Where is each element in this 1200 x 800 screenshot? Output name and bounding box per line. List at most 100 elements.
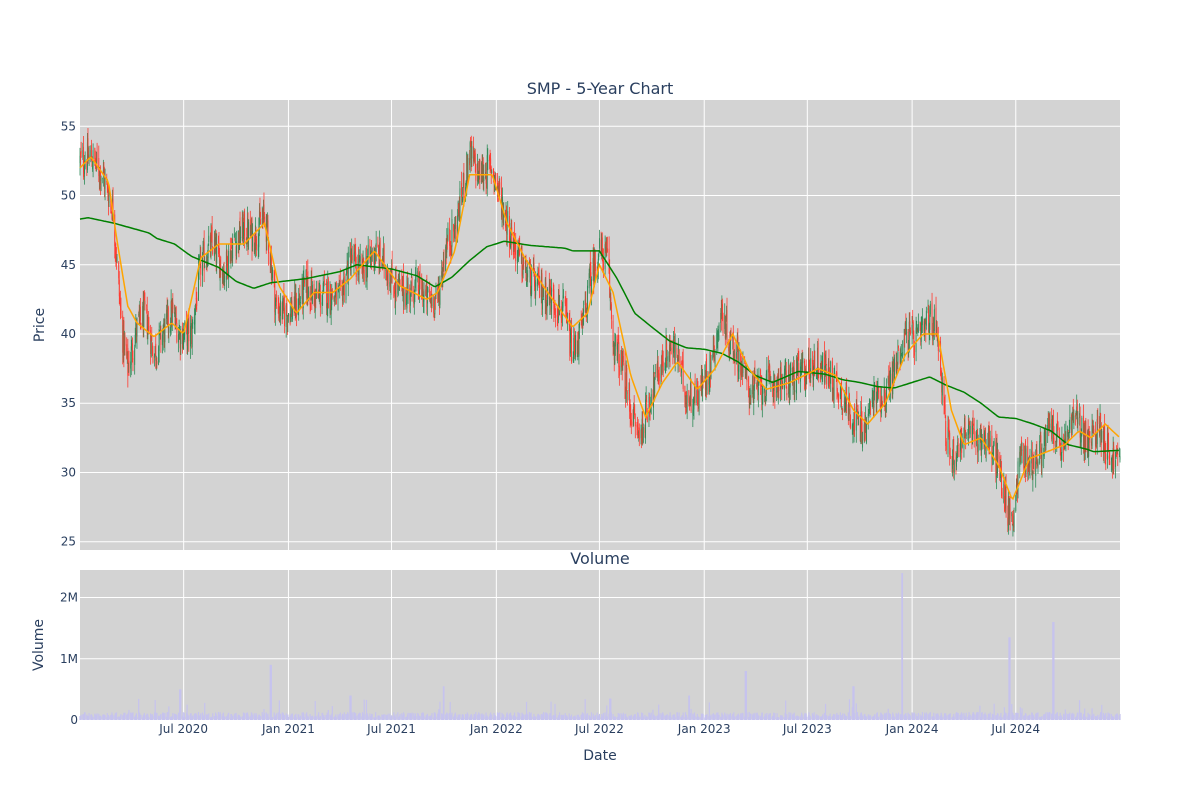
volume-bar [148,717,150,720]
candle-body [499,182,501,189]
volume-bar [682,712,684,720]
candle-body [649,408,651,412]
candle-body [892,362,894,368]
candle-body [724,319,726,339]
candle-body [704,376,706,378]
candle-body [785,370,787,389]
candle-body [896,364,898,376]
candle-body [1072,406,1074,421]
candle-body [262,217,264,218]
candle-body [920,327,922,342]
candle-body [1081,417,1083,435]
candle-body [247,222,249,244]
candle-body [945,441,947,451]
volume-bar [876,712,878,720]
candle-body [867,413,869,418]
volume-bar [263,713,266,720]
volume-bar [411,712,413,720]
candle-body [387,274,389,286]
candle-body [399,278,400,283]
candle-body [225,251,227,280]
candle-body [656,366,658,373]
volume-bar [814,715,816,720]
candle-body [716,332,718,349]
volume-bar [1101,704,1103,720]
candle-body [713,337,715,358]
volume-bar [186,704,188,720]
candle-body [617,343,619,352]
candle-body [653,373,655,397]
candle-body [598,238,600,249]
candle-body [180,331,182,345]
volume-bar [389,713,391,720]
candle-body [477,163,478,182]
volume-bar [1053,622,1055,720]
candle-body [155,343,157,361]
candle-body [804,383,806,386]
volume-bar [670,717,672,720]
volume-bar [662,713,664,720]
candle-body [756,384,758,386]
volume-bar [138,698,140,720]
candle-body [227,256,228,277]
volume-bar [949,713,951,720]
candle-body [709,354,711,383]
volume-bar [379,716,381,720]
volume-bar [769,713,771,720]
candle-body [457,215,459,239]
candle-body [770,382,772,385]
candle-body [911,324,913,334]
candle-body [628,390,630,392]
candle-body [860,406,862,423]
candle-body [80,151,82,154]
volume-bar [353,712,356,720]
candle-body [792,367,793,384]
candle-body [782,385,784,388]
candle-body [442,273,444,281]
candle-body [694,380,696,404]
volume-bar [1001,717,1003,720]
candle-body [497,182,498,191]
candle-body [457,201,459,213]
volume-bar [176,714,178,720]
candle-body [1037,461,1039,469]
candle-body [553,306,555,312]
candle-body [111,212,113,219]
candle-body [255,230,257,244]
candle-body [490,158,492,165]
candle-body [921,321,923,333]
candle-body [636,424,638,428]
candle-body [544,278,546,303]
candle-body [138,309,140,318]
candle-body [405,289,407,307]
candle-body [202,247,204,255]
candle-body [188,316,190,342]
candle-body [1080,437,1082,443]
candle-body [134,334,136,347]
candle-body [672,347,674,353]
candle-body [164,318,166,343]
candle-body [684,391,686,405]
candle-body [143,298,145,300]
candle-body [234,237,236,241]
candle-body [334,297,336,301]
volume-bar [554,714,557,720]
candle-body [274,279,276,313]
candle-body [127,365,129,372]
candle-body [1112,447,1114,474]
volume-bar [805,713,807,720]
candle-body [602,260,604,270]
candle-body [638,432,640,433]
candle-body [494,175,496,180]
volume-bar [1065,712,1067,720]
price-plot-background [80,100,1120,550]
candle-body [928,324,930,334]
candle-body [459,188,461,222]
candle-body [183,330,185,344]
candle-body [765,396,767,401]
candle-body [116,257,118,262]
candle-body [633,405,635,409]
candle-body [879,390,881,408]
volume-bar [527,714,529,720]
candle-body [302,279,304,304]
